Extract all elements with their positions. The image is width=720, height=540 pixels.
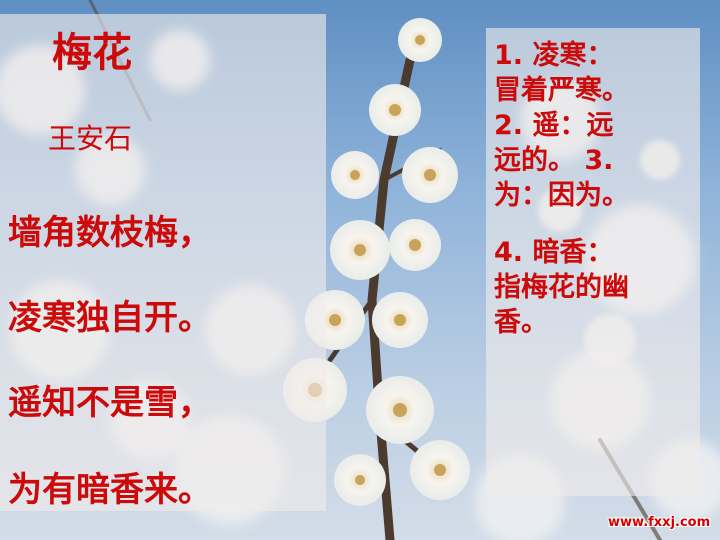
site-watermark: www.fxxj.com [608, 515, 711, 530]
poem-line-4: 为有暗香来。 [8, 470, 212, 510]
poem-line-3: 遥知不是雪， [8, 383, 212, 423]
note-line: 指梅花的幽 [494, 272, 629, 303]
note-line: 为：因为。 [494, 180, 629, 211]
poem-line-2: 凌寒独自开。 [8, 298, 212, 338]
note-line: 2. 遥：远 [494, 110, 614, 141]
notes-panel [486, 28, 700, 496]
note-line: 香。 [494, 307, 548, 338]
poem-panel [0, 14, 326, 511]
poem-line-1: 墙角数枝梅， [8, 213, 212, 253]
note-line: 远的。 3. [494, 145, 614, 176]
note-line: 1. 凌寒： [494, 40, 614, 71]
note-line: 4. 暗香： [494, 237, 614, 268]
poem-title: 梅花 [52, 30, 132, 76]
annotations: 1. 凌寒： 冒着严寒。 2. 遥：远 远的。 3. 为：因为。 4. 暗香： … [494, 38, 694, 340]
note-line: 冒着严寒。 [494, 75, 629, 106]
poem-author: 王安石 [48, 122, 133, 155]
